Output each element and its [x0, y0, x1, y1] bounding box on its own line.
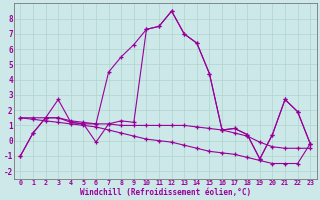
X-axis label: Windchill (Refroidissement éolien,°C): Windchill (Refroidissement éolien,°C) — [80, 188, 251, 197]
